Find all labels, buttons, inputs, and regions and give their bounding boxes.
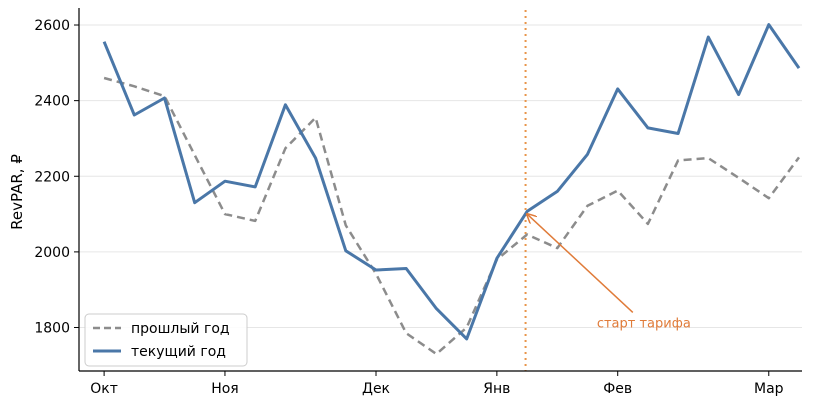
y-tick-label: 1800 [34, 321, 70, 337]
x-tick-label: Ноя [211, 381, 239, 397]
legend-label-current-year: текущий год [131, 344, 226, 360]
series-line-current-year [102, 23, 801, 341]
annotation: старт тарифа [527, 214, 691, 331]
y-tick-label: 2000 [34, 245, 70, 261]
legend-frame [84, 313, 248, 367]
x-tick-label: Янв [483, 381, 510, 397]
y-tick-label: 2400 [34, 94, 70, 110]
legend-label-last-year: прошлый год [131, 321, 230, 337]
axes: 1800 2000 2200 2400 2600 Окт Ноя Дек Янв Фев Мар [34, 8, 802, 397]
y-axis-label: RevPAR, ₽ [8, 154, 26, 230]
gridlines [79, 24, 802, 329]
series-lines [102, 23, 801, 356]
y-tick-label: 2600 [34, 18, 70, 34]
annotation-label: старт тарифа [597, 316, 691, 331]
x-tick-label: Мар [754, 381, 784, 397]
annotation-arrow [527, 214, 634, 313]
x-tick-label: Окт [90, 381, 118, 397]
legend: прошлый год текущий год [84, 313, 248, 367]
x-tick-label: Фев [603, 381, 632, 397]
y-tick-label: 2200 [34, 169, 70, 185]
x-tick-label: Дек [362, 381, 390, 397]
series-line-last-year [103, 76, 801, 356]
